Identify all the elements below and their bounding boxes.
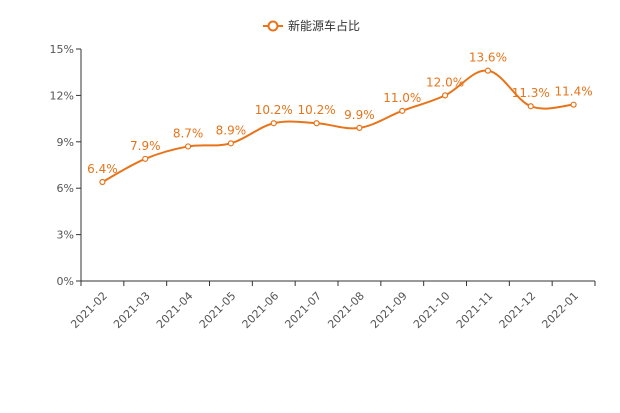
data-label: 6.4% [87, 162, 118, 176]
data-label: 11.0% [383, 91, 421, 105]
data-label: 12.0% [426, 75, 464, 89]
data-labels: 6.4% 7.9% 8.7% 8.9% 10.2% 10.2% 9.9% 11.0% 12.0%… [87, 51, 592, 176]
data-point[interactable] [570, 101, 577, 108]
x-tick-label: 2021-12 [497, 289, 539, 331]
y-tick-label: 15% [50, 43, 74, 56]
series-line [101, 69, 574, 183]
data-label: 11.4% [555, 85, 593, 99]
x-axis: 2021-02 2021-03 2021-04 2021-05 2021-06 2021-… [68, 280, 596, 331]
data-label: 11.3% [512, 86, 550, 100]
data-points [99, 67, 577, 186]
x-tick-label: 2022-01 [539, 289, 581, 331]
data-point[interactable] [99, 178, 106, 186]
data-point[interactable] [142, 155, 149, 162]
data-point[interactable] [527, 103, 534, 110]
legend[interactable]: 新能源车占比 [263, 18, 360, 33]
data-point[interactable] [184, 143, 192, 150]
x-tick-label: 2021-07 [282, 289, 324, 331]
data-label: 8.9% [216, 123, 247, 137]
x-tick-label: 2021-03 [111, 289, 153, 331]
legend-marker-icon [267, 20, 279, 32]
data-point[interactable] [270, 120, 277, 127]
y-tick-label: 6% [57, 182, 74, 195]
x-tick-label: 2021-10 [411, 289, 453, 331]
data-label: 10.2% [298, 103, 336, 117]
y-tick-label: 12% [50, 89, 74, 102]
y-tick-label: 9% [57, 136, 74, 149]
data-label: 10.2% [255, 103, 293, 117]
data-label: 9.9% [344, 108, 375, 122]
legend-label: 新能源车占比 [288, 18, 360, 33]
x-tick-label: 2021-02 [68, 289, 110, 331]
x-tick-label: 2021-09 [368, 289, 410, 331]
data-point[interactable] [313, 120, 320, 127]
data-label: 8.7% [173, 126, 204, 140]
data-label: 13.6% [469, 51, 507, 65]
data-label: 7.9% [130, 139, 161, 153]
data-point[interactable] [484, 67, 492, 74]
x-tick-label: 2021-05 [197, 289, 239, 331]
x-tick-label: 2021-08 [325, 289, 367, 331]
x-tick-label: 2021-04 [154, 289, 196, 331]
x-tick-label: 2021-11 [454, 289, 496, 331]
data-point[interactable] [227, 140, 235, 147]
y-tick-label: 0% [57, 275, 74, 288]
x-tick-label: 2021-06 [240, 289, 282, 331]
data-point[interactable] [441, 92, 449, 99]
data-point[interactable] [399, 107, 406, 114]
y-axis: 0% 3% 6% 9% 12% 15% [50, 43, 82, 288]
data-point[interactable] [356, 124, 363, 131]
y-tick-label: 3% [57, 229, 74, 242]
